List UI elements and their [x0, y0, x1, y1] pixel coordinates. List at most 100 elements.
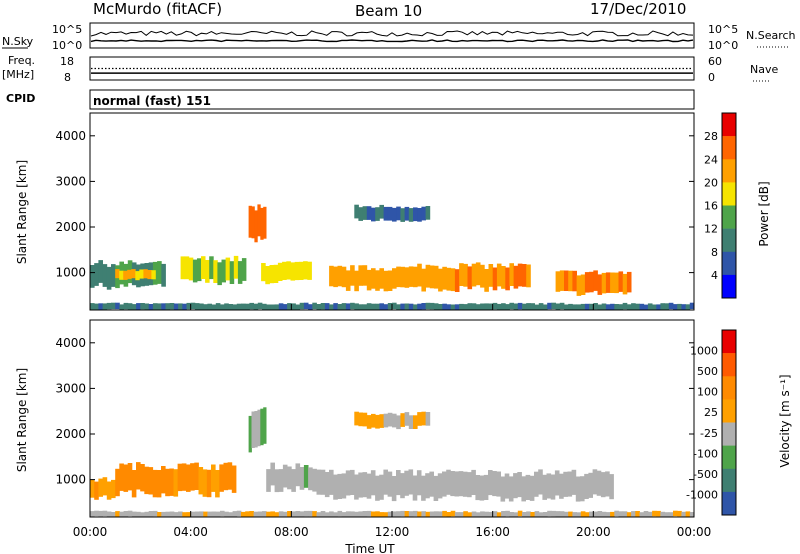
power-echo-cell [572, 270, 577, 292]
power-colorbar-tick: 28 [704, 130, 718, 143]
power-echo-cell [505, 267, 510, 291]
power-echo-cell [294, 261, 300, 281]
power-echo-cell [266, 304, 271, 310]
power-echo-cell [102, 303, 108, 310]
power-echo-cell [383, 206, 389, 221]
velocity-echo-cell [387, 412, 393, 427]
power-echo-cell [111, 302, 116, 310]
power-colorbar-segment [722, 228, 736, 252]
velocity-echo-cell [228, 512, 233, 517]
power-echo-cell [471, 303, 477, 310]
power-echo-cell [387, 270, 393, 291]
velocity-echo-cell [417, 511, 422, 517]
power-echo-cell [605, 304, 611, 310]
power-echo-cell [413, 207, 418, 222]
velocity-echo-cell [635, 511, 640, 517]
velocity-echo-cell [345, 511, 351, 517]
power-echo-cell [203, 304, 208, 310]
power-echo-cell [446, 304, 452, 310]
power-echo-cell [580, 303, 586, 310]
velocity-colorbar-segment [722, 445, 736, 469]
power-echo-cell [610, 272, 615, 293]
velocity-echo-cell [475, 512, 481, 517]
power-echo-cell [251, 206, 255, 239]
power-echo-cell [475, 304, 481, 310]
velocity-echo-cell [123, 464, 129, 492]
velocity-echo-cell [609, 474, 614, 500]
velocity-echo-cell [429, 511, 435, 517]
power-echo-cell [404, 303, 410, 310]
velocity-echo-cell [186, 512, 192, 517]
velocity-echo-cell [538, 512, 544, 517]
velocity-echo-cell [458, 471, 464, 497]
power-echo-cell [277, 262, 283, 281]
power-echo-cell [392, 207, 397, 222]
velocity-echo-cell [211, 511, 217, 517]
power-echo-cell [157, 303, 162, 310]
velocity-echo-cell [249, 511, 254, 517]
velocity-echo-cell [262, 511, 267, 517]
power-echo-cell [564, 270, 569, 291]
power-echo-cell [228, 304, 233, 310]
power-echo-cell [362, 206, 368, 220]
power-echo-cell [584, 272, 590, 293]
power-echo-cell [463, 263, 468, 287]
noise-left-label: N.Sky [2, 35, 34, 48]
power-echo-cell [211, 304, 217, 310]
power-echo-cell [517, 263, 523, 287]
power-echo-cell [408, 266, 414, 287]
power-echo-cell [345, 303, 351, 310]
power-echo-cell [260, 207, 264, 240]
velocity-echo-cell [308, 467, 313, 491]
power-echo-cell [597, 304, 603, 310]
velocity-echo-cell [270, 511, 275, 517]
power-echo-cell [526, 303, 531, 310]
velocity-echo-cell [412, 475, 418, 501]
power-echo-cell [404, 267, 410, 288]
velocity-echo-cell [471, 511, 477, 517]
power-echo-cell [245, 303, 250, 310]
power-echo-cell [551, 302, 556, 310]
velocity-echo-cell [165, 468, 170, 497]
time-axis: 00:00 04:00 08:00 12:00 16:00 20:00 00:00 [73, 304, 711, 539]
velocity-echo-cell [202, 469, 208, 497]
velocity-echo-cell [551, 510, 556, 517]
velocity-echo-cell [308, 510, 313, 517]
power-echo-cell [379, 268, 384, 289]
velocity-echo-cell [169, 468, 174, 496]
velocity-echo-cell [362, 412, 368, 427]
power-echo-cell [652, 304, 657, 310]
velocity-echo-cell [312, 468, 317, 492]
power-colorbar-tick: 12 [704, 223, 718, 236]
power-echo-cell [241, 303, 246, 310]
velocity-echo-cell [656, 510, 661, 517]
velocity-colorbar-segment [722, 422, 736, 446]
velocity-echo-cell [341, 512, 347, 517]
power-echo-cell [201, 256, 206, 279]
velocity-echo-cell [295, 463, 301, 487]
velocity-echo-cell [626, 512, 632, 517]
velocity-echo-cell [144, 466, 149, 495]
velocity-echo-cell [559, 511, 565, 517]
power-colorbar: 28 24 20 16 12 8 4 [704, 112, 737, 299]
power-echo-cell [341, 303, 347, 310]
velocity-echo-cell [371, 413, 376, 428]
velocity-echo-cell [442, 471, 447, 497]
power-echo-cell [94, 263, 99, 286]
power-echo-cell [115, 302, 120, 310]
time-tick-label: 04:00 [173, 525, 208, 539]
velocity-echo-cell [517, 510, 523, 517]
velocity-echo-cell [425, 412, 431, 426]
velocity-echo-cell [161, 511, 166, 517]
velocity-echo-cell [400, 510, 405, 517]
velocity-echo-cell [362, 472, 368, 498]
power-echo-cell [413, 304, 418, 310]
power-echo-cell [151, 270, 156, 280]
velocity-echo-cell [354, 411, 359, 426]
velocity-echo-cell [366, 510, 372, 517]
velocity-echo-cell [127, 463, 133, 491]
velocity-echo-cell [111, 512, 116, 517]
power-echo-cell [286, 261, 291, 280]
time-axis-label: Time UT [344, 542, 395, 554]
velocity-echo-cell [329, 511, 334, 517]
